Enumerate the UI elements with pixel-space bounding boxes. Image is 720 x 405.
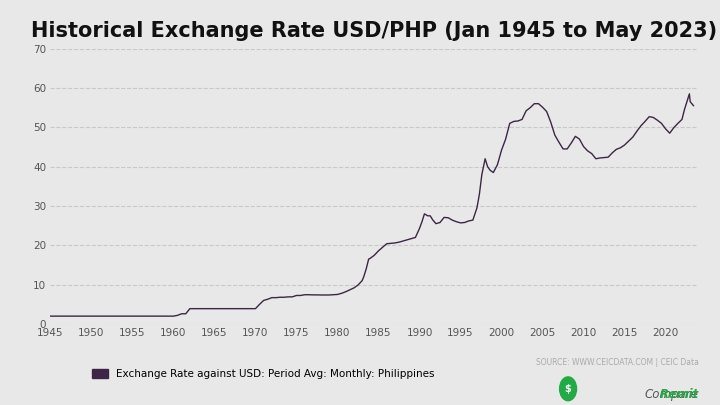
- Text: Compare: Compare: [644, 388, 698, 401]
- Text: $: $: [564, 384, 572, 394]
- Text: Remit: Remit: [627, 388, 698, 401]
- Text: SOURCE: WWW.CEICDATA.COM | CEIC Data: SOURCE: WWW.CEICDATA.COM | CEIC Data: [536, 358, 698, 367]
- Circle shape: [559, 377, 577, 401]
- Title: Historical Exchange Rate USD/PHP (Jan 1945 to May 2023): Historical Exchange Rate USD/PHP (Jan 19…: [32, 21, 717, 41]
- Legend: Exchange Rate against USD: Period Avg: Monthly: Philippines: Exchange Rate against USD: Period Avg: M…: [88, 365, 438, 384]
